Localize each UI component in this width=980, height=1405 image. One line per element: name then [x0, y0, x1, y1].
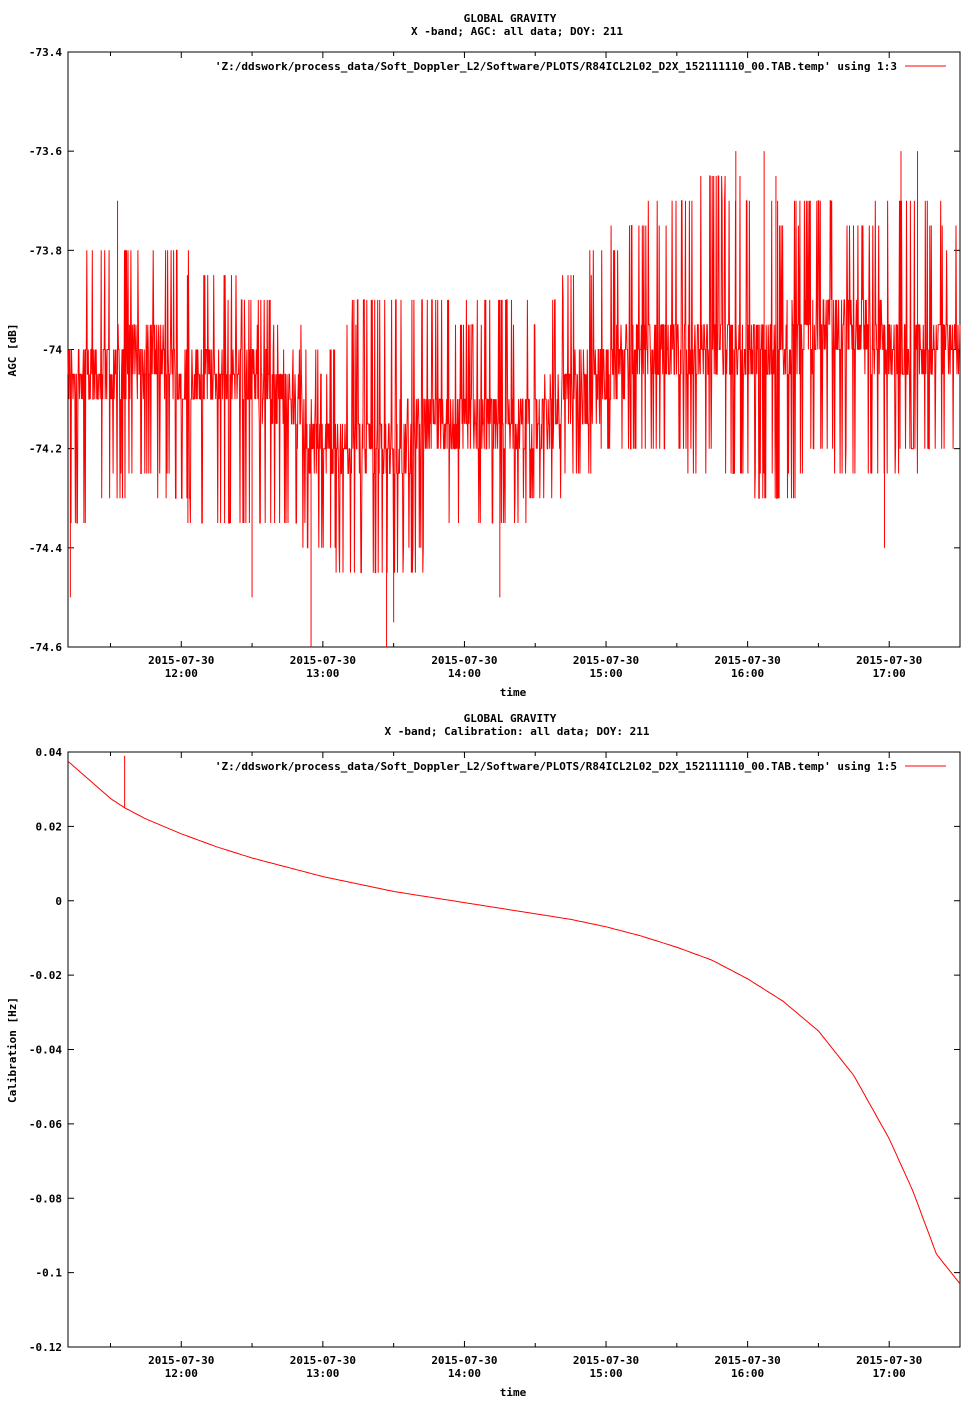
agc-x-tick-time: 15:00: [589, 667, 622, 680]
agc-x-tick-date: 2015-07-30: [290, 654, 356, 667]
calibration-chart-legend-label: 'Z:/ddswork/process_data/Soft_Doppler_L2…: [215, 760, 897, 773]
calibration-y-tick-label: -0.06: [29, 1118, 62, 1131]
calibration-x-tick-time: 12:00: [165, 1367, 198, 1380]
agc-x-tick-time: 13:00: [306, 667, 339, 680]
calibration-y-tick-label: 0: [55, 895, 62, 908]
calibration-chart-x-axis-label: time: [500, 1386, 527, 1399]
calibration-x-tick-date: 2015-07-30: [715, 1354, 781, 1367]
agc-chart-legend-label: 'Z:/ddswork/process_data/Soft_Doppler_L2…: [215, 60, 897, 73]
agc-y-tick-label: -74.6: [29, 641, 62, 654]
agc-y-tick-label: -73.4: [29, 46, 62, 59]
calibration-x-tick-date: 2015-07-30: [431, 1354, 497, 1367]
calibration-x-tick-time: 15:00: [589, 1367, 622, 1380]
calibration-chart-y-axis-label: Calibration [Hz]: [6, 997, 19, 1103]
agc-chart: GLOBAL GRAVITY X -band; AGC: all data; D…: [6, 12, 961, 699]
calibration-y-tick-label: -0.04: [29, 1044, 62, 1057]
agc-x-tick-time: 16:00: [731, 667, 764, 680]
agc-x-tick-time: 14:00: [448, 667, 481, 680]
agc-y-tick-label: -74: [42, 344, 62, 357]
agc-y-tick-label: -74.2: [29, 443, 62, 456]
calibration-y-tick-label: 0.02: [36, 820, 63, 833]
calibration-x-tick-date: 2015-07-30: [856, 1354, 922, 1367]
calibration-x-tick-date: 2015-07-30: [573, 1354, 639, 1367]
agc-x-tick-date: 2015-07-30: [148, 654, 214, 667]
calibration-series-line: [67, 760, 961, 1285]
agc-series-line: [67, 175, 961, 574]
agc-y-tick-label: -73.8: [29, 244, 62, 257]
agc-y-tick-label: -73.6: [29, 145, 62, 158]
agc-x-tick-date: 2015-07-30: [715, 654, 781, 667]
calibration-y-tick-label: -0.1: [36, 1267, 63, 1280]
agc-chart-x-axis-label: time: [500, 686, 527, 699]
calibration-x-tick-time: 13:00: [306, 1367, 339, 1380]
calibration-y-tick-label: -0.12: [29, 1341, 62, 1354]
calibration-x-tick-time: 14:00: [448, 1367, 481, 1380]
agc-y-tick-label: -74.4: [29, 542, 62, 555]
calibration-y-tick-label: 0.04: [36, 746, 63, 759]
agc-x-tick-date: 2015-07-30: [856, 654, 922, 667]
calibration-chart-subtitle: X -band; Calibration: all data; DOY: 211: [385, 725, 650, 738]
agc-x-tick-time: 12:00: [165, 667, 198, 680]
agc-x-tick-date: 2015-07-30: [431, 654, 497, 667]
agc-chart-subtitle: X -band; AGC: all data; DOY: 211: [411, 25, 623, 38]
agc-x-tick-date: 2015-07-30: [573, 654, 639, 667]
calibration-x-tick-time: 17:00: [873, 1367, 906, 1380]
calibration-x-tick-date: 2015-07-30: [148, 1354, 214, 1367]
calibration-y-tick-label: -0.08: [29, 1192, 62, 1205]
calibration-x-tick-date: 2015-07-30: [290, 1354, 356, 1367]
calibration-chart: GLOBAL GRAVITY X -band; Calibration: all…: [6, 712, 961, 1399]
agc-chart-y-axis-label: AGC [dB]: [6, 324, 19, 377]
calibration-x-tick-time: 16:00: [731, 1367, 764, 1380]
agc-chart-title: GLOBAL GRAVITY: [464, 12, 557, 25]
calibration-y-tick-label: -0.02: [29, 969, 62, 982]
calibration-chart-title: GLOBAL GRAVITY: [464, 712, 557, 725]
agc-x-tick-time: 17:00: [873, 667, 906, 680]
